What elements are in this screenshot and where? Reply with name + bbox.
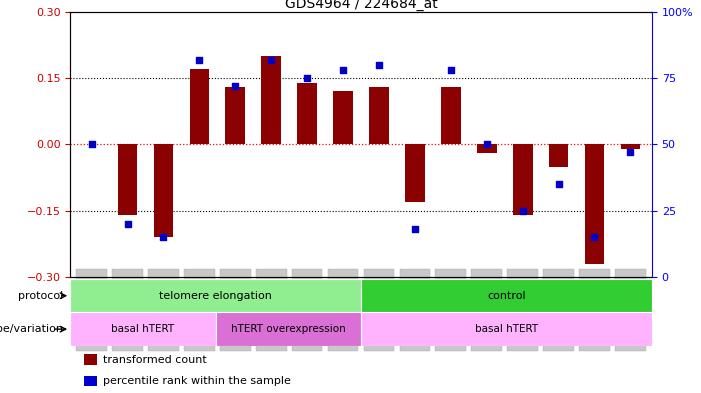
- Bar: [333, 91, 353, 144]
- Text: transformed count: transformed count: [103, 354, 207, 365]
- Bar: [189, 69, 210, 144]
- Bar: [585, 144, 604, 264]
- Bar: [512, 144, 533, 215]
- Bar: [261, 56, 281, 144]
- Bar: [549, 144, 569, 167]
- Text: genotype/variation: genotype/variation: [0, 324, 63, 334]
- Point: [409, 226, 421, 233]
- Point: [158, 234, 169, 241]
- Point: [481, 141, 492, 147]
- Text: hTERT overexpression: hTERT overexpression: [231, 324, 346, 334]
- Bar: [361, 279, 652, 312]
- Point: [266, 56, 277, 62]
- Bar: [226, 87, 245, 144]
- Bar: [361, 312, 652, 346]
- Bar: [84, 376, 97, 386]
- Point: [193, 56, 205, 62]
- Bar: [620, 144, 640, 149]
- Bar: [369, 87, 389, 144]
- Text: telomere elongation: telomere elongation: [159, 291, 272, 301]
- Bar: [70, 279, 361, 312]
- Point: [86, 141, 97, 147]
- Point: [589, 234, 600, 241]
- Text: basal hTERT: basal hTERT: [111, 324, 175, 334]
- Point: [625, 149, 636, 156]
- Point: [445, 67, 456, 73]
- Title: GDS4964 / 224684_at: GDS4964 / 224684_at: [285, 0, 437, 11]
- Bar: [441, 87, 461, 144]
- Point: [122, 221, 133, 227]
- Point: [337, 67, 348, 73]
- Text: percentile rank within the sample: percentile rank within the sample: [103, 376, 291, 386]
- Point: [517, 208, 529, 214]
- Point: [553, 181, 564, 187]
- Bar: [477, 144, 496, 153]
- Bar: [118, 144, 137, 215]
- Bar: [216, 312, 361, 346]
- Text: basal hTERT: basal hTERT: [475, 324, 538, 334]
- Point: [374, 62, 385, 68]
- Bar: [405, 144, 425, 202]
- Point: [230, 83, 241, 89]
- Point: [301, 75, 313, 81]
- Bar: [84, 354, 97, 365]
- Bar: [154, 144, 173, 237]
- Bar: [70, 312, 216, 346]
- Bar: [297, 83, 317, 144]
- Text: control: control: [487, 291, 526, 301]
- Text: protocol: protocol: [18, 291, 63, 301]
